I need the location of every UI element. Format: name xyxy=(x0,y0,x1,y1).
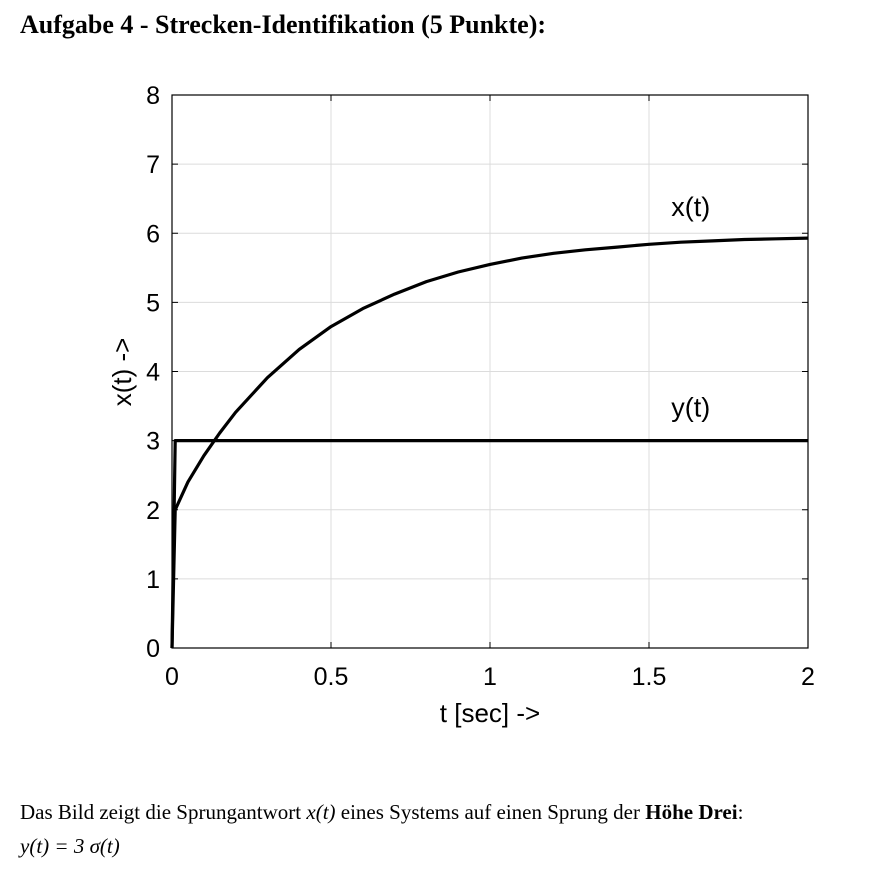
x-tick-label: 1.5 xyxy=(632,663,667,691)
y-tick-label: 7 xyxy=(146,151,160,179)
caption-line-2: y(t) = 3 σ(t) xyxy=(20,834,120,858)
annotation-yt: y(t) xyxy=(671,392,710,422)
y-tick-label: 2 xyxy=(146,497,160,525)
y-tick-label: 8 xyxy=(146,82,160,110)
series-line-xt xyxy=(170,236,809,649)
y-tick-label: 3 xyxy=(146,428,160,456)
y-tick-labels: 0 1 2 3 4 5 6 7 8 xyxy=(146,82,160,663)
x-tick-labels: 0 0.5 1 1.5 2 xyxy=(165,663,815,691)
caption-bold: Höhe Drei xyxy=(645,800,738,824)
x-tick-label: 1 xyxy=(483,663,497,691)
curve-annotations: x(t) y(t) xyxy=(671,192,710,422)
x-tick-label: 0 xyxy=(165,663,179,691)
annotation-xt: x(t) xyxy=(671,192,710,222)
page-title: Aufgabe 4 - Strecken-Identifikation (5 P… xyxy=(20,10,547,39)
y-tick-label: 1 xyxy=(146,566,160,594)
y-axis-label: x(t) -> xyxy=(107,338,137,407)
tick-marks xyxy=(171,94,809,649)
caption-text-2: eines Systems auf einen Sprung der xyxy=(335,800,646,824)
x-axis-label: t [sec] -> xyxy=(440,698,540,728)
caption-text-3: : xyxy=(737,800,744,824)
grid-lines xyxy=(171,94,809,649)
y-tick-label: 0 xyxy=(146,635,160,663)
x-tick-label: 0.5 xyxy=(314,663,349,691)
caption-text-1: Das Bild zeigt die Sprungantwort xyxy=(20,800,307,824)
y-tick-label: 5 xyxy=(146,289,160,317)
task-description: Das Bild zeigt die Sprungantwort x(t) ei… xyxy=(20,795,743,863)
y-tick-label: 4 xyxy=(146,359,160,387)
caption-xt: x(t) xyxy=(306,800,336,824)
x-tick-label: 2 xyxy=(801,663,815,691)
caption-line-1: Das Bild zeigt die Sprungantwort x(t) ei… xyxy=(20,795,743,829)
y-tick-label: 6 xyxy=(146,220,160,248)
